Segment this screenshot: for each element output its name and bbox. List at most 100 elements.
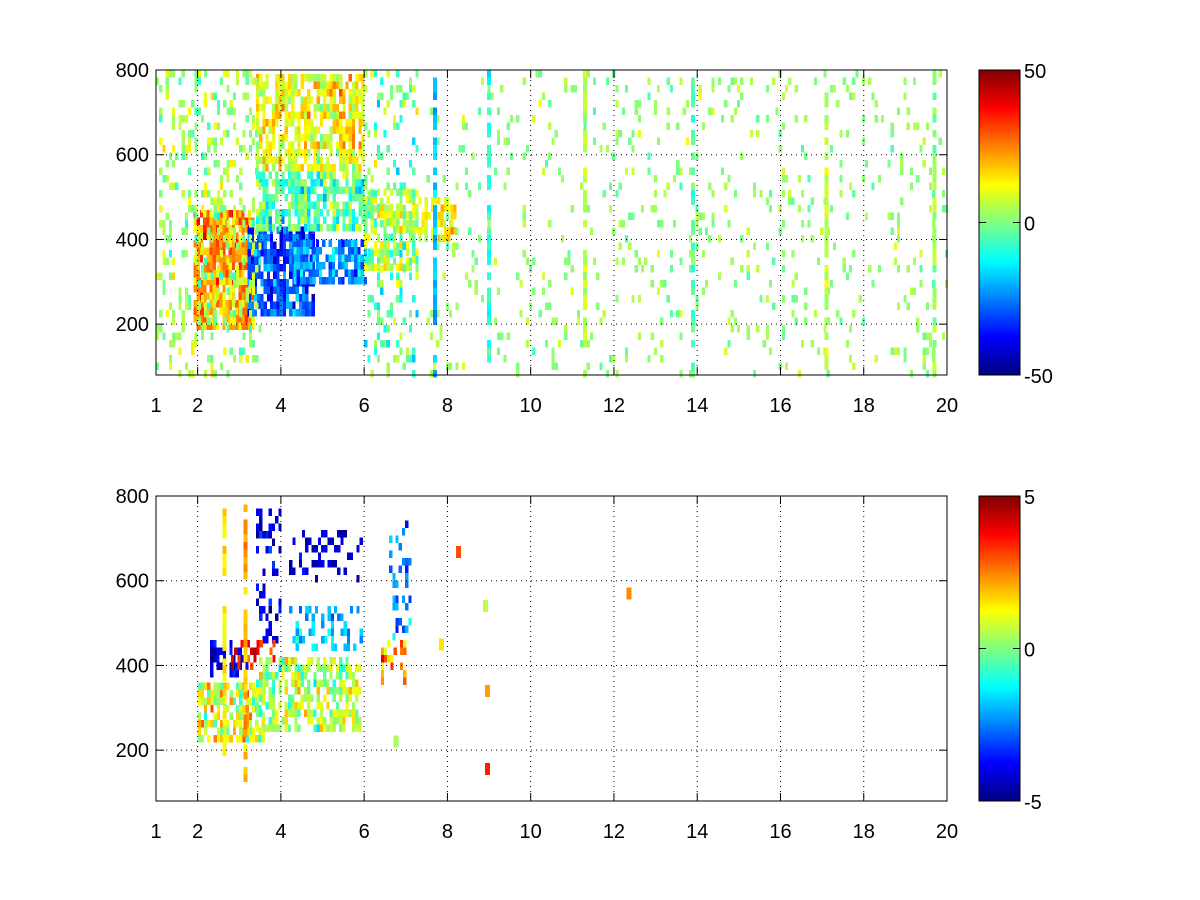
heatmap-cell	[220, 250, 224, 258]
heatmap-cell	[268, 717, 272, 725]
heatmap-cell	[389, 233, 393, 242]
heatmap-stripe-cell	[582, 302, 587, 310]
x-tick-label: 10	[520, 821, 542, 843]
heatmap-cell	[906, 122, 910, 130]
heatmap-cell	[932, 190, 936, 198]
heatmap-cell	[196, 224, 200, 233]
heatmap-cell	[237, 662, 241, 670]
heatmap-cell	[396, 70, 400, 78]
heatmap-cell	[255, 697, 259, 705]
heatmap-cell	[433, 362, 437, 370]
heatmap-cell	[278, 598, 282, 607]
heatmap-cell	[906, 302, 910, 310]
heatmap-stripe-cell	[824, 280, 829, 288]
heatmap-cell	[262, 111, 266, 120]
heatmap-cell	[299, 261, 303, 270]
y-tick-label: 200	[116, 740, 149, 762]
heatmap-stripe-cell	[487, 272, 492, 280]
heatmap-cell	[265, 81, 269, 90]
heatmap-stripe-cell	[691, 130, 695, 138]
heatmap-cell	[386, 100, 390, 108]
heatmap-cell	[387, 655, 391, 663]
heatmap-cell	[839, 190, 843, 198]
heatmap-cell	[778, 130, 782, 138]
heatmap-cell	[271, 141, 276, 150]
heatmap-stripe-cell	[243, 617, 248, 625]
heatmap-cell	[324, 636, 328, 644]
heatmap-stripe-cell	[487, 250, 492, 258]
heatmap-cell	[331, 254, 335, 262]
heatmap-cell	[266, 271, 270, 280]
heatmap-cell	[929, 205, 933, 213]
heatmap-cell	[897, 347, 901, 355]
heatmap-cell	[247, 301, 251, 310]
heatmap-cell	[436, 137, 440, 145]
heatmap-cell	[409, 190, 413, 198]
heatmap-cell	[258, 257, 262, 265]
heatmap-stripe-cell	[932, 235, 937, 243]
heatmap-cell	[270, 286, 274, 295]
heatmap-stripe-cell	[932, 302, 937, 310]
heatmap-cell	[252, 272, 256, 280]
heatmap-stripe-cell	[243, 729, 248, 737]
heatmap-cell	[252, 340, 256, 348]
heatmap-cell	[229, 227, 233, 235]
heatmap-cell	[525, 145, 529, 153]
heatmap-cell	[355, 694, 359, 702]
heatmap-cell	[351, 687, 356, 695]
heatmap-cell	[689, 265, 693, 273]
heatmap-cell	[370, 190, 374, 198]
heatmap-cell	[399, 85, 403, 93]
heatmap-cell	[711, 107, 715, 115]
heatmap-cell	[216, 662, 220, 670]
heatmap-cell	[312, 269, 316, 277]
heatmap-cell	[262, 224, 266, 232]
heatmap-cell	[426, 317, 430, 325]
heatmap-cell	[778, 205, 782, 213]
heatmap-cell	[178, 295, 182, 303]
heatmap-cell	[319, 717, 324, 725]
heatmap-cell	[268, 508, 272, 517]
heatmap-cell	[342, 186, 346, 195]
heatmap-cell	[373, 302, 377, 310]
heatmap-cell	[313, 709, 317, 717]
heatmap-stripe-cell	[432, 265, 437, 273]
heatmap-stripe-cell	[691, 317, 695, 325]
heatmap-cell	[282, 294, 286, 302]
heatmap-cell	[196, 322, 200, 330]
heatmap-cell	[259, 224, 263, 232]
x-tick-label: 6	[359, 821, 370, 843]
heatmap-cell	[326, 224, 330, 232]
heatmap-cell	[178, 77, 182, 85]
heatmap-cell	[268, 156, 272, 165]
heatmap-cell	[289, 264, 293, 272]
heatmap-cell	[529, 265, 533, 273]
heatmap-cell	[229, 160, 233, 168]
heatmap-cell	[341, 239, 345, 247]
heatmap-cell	[874, 115, 878, 123]
heatmap-stripe-cell	[243, 557, 248, 565]
heatmap-cell	[263, 234, 267, 242]
heatmap-cell	[197, 77, 201, 85]
heatmap-cell	[393, 355, 397, 363]
heatmap-cell	[245, 92, 249, 100]
heatmap-cell	[250, 662, 254, 670]
heatmap-cell	[849, 92, 853, 100]
heatmap-cell	[402, 205, 406, 213]
heatmap-cell	[281, 717, 285, 725]
heatmap-cell	[909, 370, 913, 378]
heatmap-cell	[291, 201, 295, 210]
heatmap-cell	[252, 727, 256, 735]
heatmap-cell	[331, 261, 335, 270]
heatmap-stripe-cell	[932, 152, 937, 160]
heatmap-stripe-cell	[691, 197, 695, 205]
heatmap-cell	[296, 269, 300, 277]
heatmap-cell	[400, 662, 404, 670]
heatmap-cell	[377, 310, 381, 318]
heatmap-cell	[330, 621, 334, 629]
heatmap-cell	[282, 309, 286, 317]
heatmap-cell	[361, 81, 365, 90]
heatmap-cell	[303, 664, 308, 672]
heatmap-cell	[330, 537, 334, 545]
x-tick-label: 4	[275, 821, 286, 843]
